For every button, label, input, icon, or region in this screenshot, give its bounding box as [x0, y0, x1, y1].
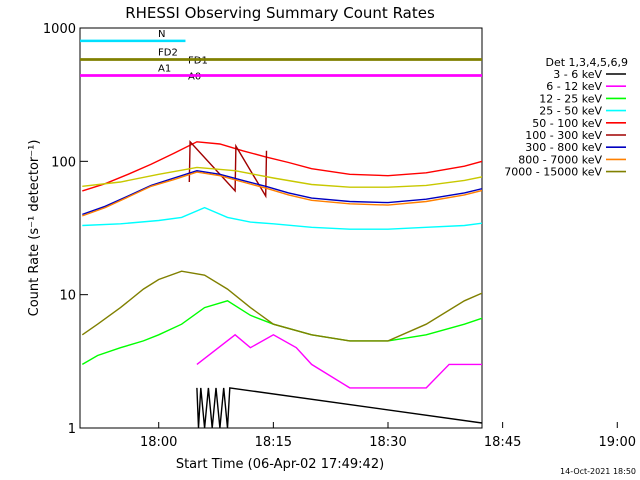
x-tick-label-3: 18:45 [484, 435, 521, 450]
flag-label-0: N [158, 29, 165, 40]
x-tick-label-2: 18:30 [369, 435, 406, 450]
x-axis-label: Start Time (06-Apr-02 17:49:42) [176, 457, 384, 472]
legend-label-3: 25 - 50 keV [539, 105, 602, 118]
y-axis: 1 10 100 1000 [43, 22, 88, 437]
flag-label-3: A0 [188, 72, 201, 83]
series-line-0 [196, 387, 482, 428]
flag-marks: N FD1 FD2 A0 A1 [80, 29, 482, 83]
legend-label-4: 50 - 100 keV [532, 117, 602, 130]
legend-label-2: 12 - 25 keV [539, 92, 602, 105]
flag-label-1: FD1 [188, 56, 208, 67]
x-tick-label-0: 18:00 [140, 435, 177, 450]
series-marks [81, 140, 482, 428]
series-line-3 [82, 206, 482, 230]
plot-frame [79, 27, 483, 429]
series-line-5 [188, 140, 268, 199]
legend-title: Det 1,3,4,5,6,9 [545, 56, 628, 69]
timestamp: 14-Oct-2021 18:50 [560, 467, 636, 476]
legend-label-5: 100 - 300 keV [525, 129, 602, 142]
series-line-1 [196, 333, 482, 389]
y-tick-label-3: 1000 [43, 22, 76, 37]
plot-area [79, 27, 483, 429]
series-line-6 [82, 169, 482, 216]
y-tick-label-0: 1 [68, 422, 76, 437]
series-line-8 [81, 270, 482, 342]
x-tick-label-4: 19:00 [599, 435, 636, 450]
y-tick-label-2: 100 [51, 155, 76, 170]
y-axis-label: Count Rate (s⁻¹ detector⁻¹) [27, 140, 42, 317]
series-line-9 [82, 166, 482, 188]
series-line-2 [81, 300, 482, 366]
x-tick-label-1: 18:15 [255, 435, 292, 450]
series-line-4 [82, 141, 482, 192]
chart-title: RHESSI Observing Summary Count Rates [125, 4, 435, 22]
legend-label-1: 6 - 12 keV [546, 80, 602, 93]
legend-label-7: 800 - 7000 keV [518, 153, 602, 166]
legend-label-0: 3 - 6 keV [553, 68, 602, 81]
flag-label-2: FD2 [158, 48, 178, 59]
legend-label-6: 300 - 800 keV [525, 141, 602, 154]
y-tick-label-1: 10 [59, 289, 76, 304]
flag-label-4: A1 [158, 64, 171, 75]
legend-label-8: 7000 - 15000 keV [504, 166, 602, 179]
series-line-7 [82, 171, 482, 217]
